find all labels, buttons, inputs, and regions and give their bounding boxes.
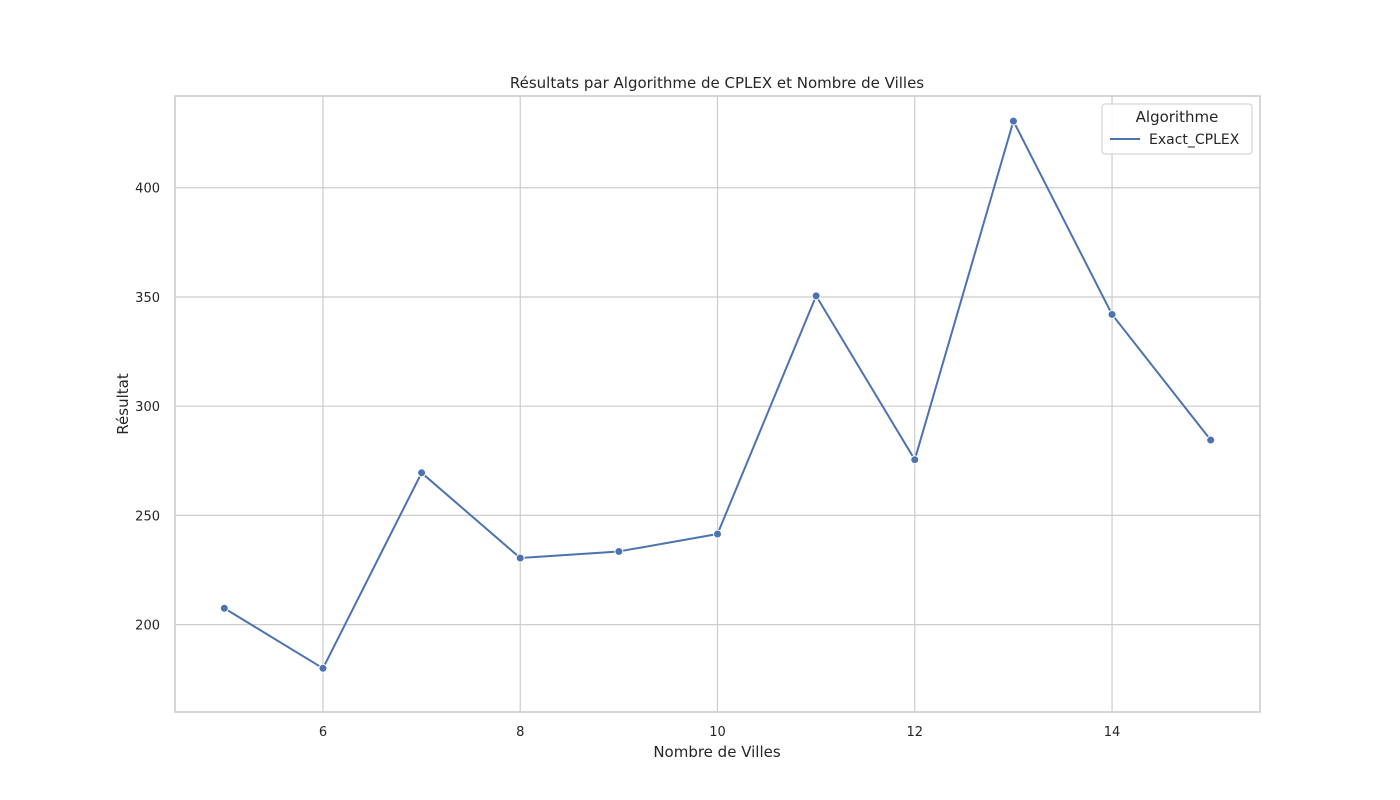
y-tick-label: 350 [135, 291, 160, 306]
plot-frame [174, 95, 1261, 713]
series-layer [219, 116, 1216, 673]
y-tick-label: 200 [135, 619, 160, 634]
data-point [318, 663, 328, 673]
data-point [417, 468, 427, 478]
x-axis-label: Nombre de Villes [653, 743, 781, 761]
legend: Algorithme Exact_CPLEX [1101, 103, 1253, 155]
data-point [1206, 435, 1216, 445]
legend-title: Algorithme [1136, 108, 1219, 126]
data-point [219, 603, 229, 613]
legend-box [1101, 103, 1253, 155]
chart-title: Résultats par Algorithme de CPLEX et Nom… [510, 74, 924, 92]
data-point [1008, 116, 1018, 126]
tick-labels: 6 8 10 12 14 200 250 300 350 400 [135, 182, 1120, 740]
y-tick-label: 300 [135, 400, 160, 415]
data-point [910, 455, 920, 465]
data-point [811, 291, 821, 301]
data-point [515, 553, 525, 563]
x-tick-label: 6 [319, 725, 327, 740]
grid [175, 96, 1260, 712]
x-tick-label: 14 [1104, 725, 1121, 740]
data-point [1107, 309, 1117, 319]
y-tick-label: 400 [135, 182, 160, 197]
x-tick-label: 8 [516, 725, 524, 740]
y-axis-label: Résultat [114, 373, 132, 435]
data-point [713, 529, 722, 539]
x-tick-label: 10 [709, 725, 726, 740]
x-tick-label: 12 [906, 725, 923, 740]
data-point [614, 546, 624, 556]
legend-label: Exact_CPLEX [1149, 132, 1240, 148]
y-tick-label: 250 [135, 509, 160, 524]
